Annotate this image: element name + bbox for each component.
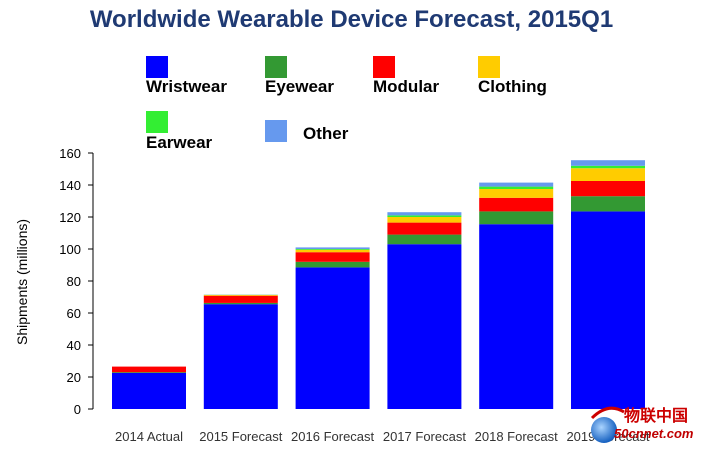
bar-earwear: [295, 249, 370, 250]
bar-modular: [479, 197, 554, 212]
bar-modular: [112, 366, 186, 373]
bar-wristwear: [112, 373, 186, 409]
x-category-label: 2016 Forecast: [291, 429, 374, 444]
x-category-label: 2014 Actual: [115, 429, 183, 444]
legend-label-earwear: Earwear: [146, 133, 213, 152]
legend-swatch-modular: [373, 56, 395, 78]
bar-earwear: [571, 165, 645, 169]
bar-eyewear: [387, 234, 462, 245]
x-axis: 2014 Actual 2015 Forecast 2016 Forecast 201…: [115, 429, 650, 444]
legend-label-eyewear: Eyewear: [265, 77, 334, 96]
bar-clothing: [387, 217, 462, 223]
y-tick-label: 160: [59, 146, 81, 161]
legend-swatch-other: [265, 120, 287, 142]
x-category-label: 2015 Forecast: [199, 429, 282, 444]
y-tick-label: 80: [67, 274, 81, 289]
y-axis: 0 20 40 60 80 100 120 140 160: [59, 146, 94, 417]
y-tick-label: 20: [67, 370, 81, 385]
y-tick-label: 40: [67, 338, 81, 353]
bar-wristwear: [479, 224, 554, 409]
bar-clothing: [479, 189, 554, 198]
x-category-label: 2018 Forecast: [475, 429, 558, 444]
bar-other: [295, 247, 370, 249]
legend-swatch-wristwear: [146, 56, 168, 78]
y-axis-label: Shipments (millions): [14, 219, 30, 345]
bar-earwear: [479, 186, 554, 189]
y-tick-label: 60: [67, 306, 81, 321]
watermark-logo: 物联中国 50cnnet.com: [588, 398, 700, 448]
bar-clothing: [571, 168, 645, 181]
bar-eyewear: [571, 196, 645, 212]
bar-wristwear: [295, 267, 370, 409]
bar-wristwear: [387, 244, 462, 409]
bar-eyewear: [295, 261, 370, 268]
bar-earwear: [387, 215, 462, 217]
y-tick-label: 140: [59, 178, 81, 193]
bar-eyewear: [112, 372, 186, 373]
bar-modular: [571, 181, 645, 197]
bar-other: [571, 160, 645, 166]
watermark-text-cn: 物联中国: [624, 408, 689, 425]
legend-label-modular: Modular: [373, 77, 440, 96]
watermark-text-url: 50cnnet.com: [614, 426, 694, 441]
x-category-label: 2017 Forecast: [383, 429, 466, 444]
bar-eyewear: [203, 302, 278, 305]
legend-label-clothing: Clothing: [478, 77, 547, 96]
legend-label-wristwear: Wristwear: [146, 77, 227, 96]
bar-eyewear: [479, 211, 554, 225]
legend-swatch-eyewear: [265, 56, 287, 78]
bar-other: [387, 212, 462, 216]
y-tick-label: 0: [74, 402, 81, 417]
legend-swatch-clothing: [478, 56, 500, 78]
legend-label-other: Other: [303, 124, 349, 143]
chart-title: Worldwide Wearable Device Forecast, 2015…: [89, 6, 614, 33]
bar-wristwear: [203, 304, 278, 409]
bar-other: [479, 182, 554, 187]
bar-wristwear: [571, 211, 645, 409]
globe-icon: [590, 406, 625, 443]
bar-modular: [295, 252, 370, 262]
y-tick-label: 120: [59, 210, 81, 225]
bar-modular: [203, 295, 278, 303]
bars: [112, 160, 645, 409]
bar-modular: [387, 222, 462, 235]
legend-swatch-earwear: [146, 111, 168, 133]
y-tick-label: 100: [59, 242, 81, 257]
bar-clothing: [203, 294, 278, 296]
bar-clothing: [295, 249, 370, 253]
